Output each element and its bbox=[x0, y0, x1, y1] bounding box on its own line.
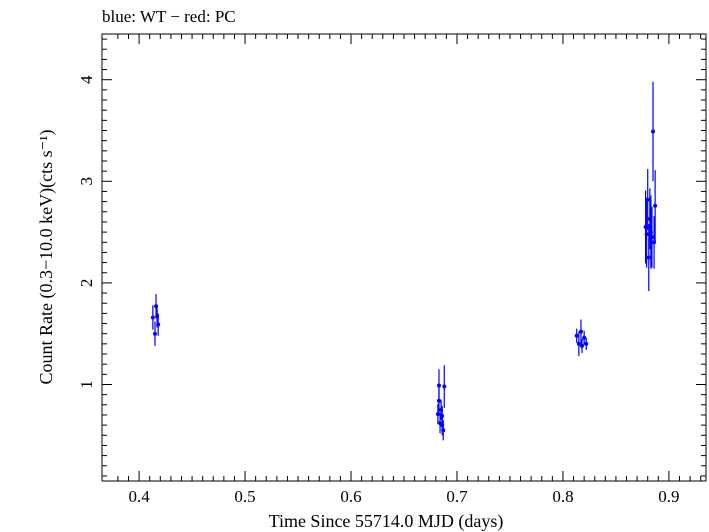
data-point bbox=[440, 413, 445, 418]
data-point bbox=[646, 255, 651, 260]
x-tick-label: 0.8 bbox=[552, 487, 573, 506]
x-tick-labels: 0.4 0.5 0.6 0.7 0.8 0.9 bbox=[128, 487, 679, 506]
data-point bbox=[584, 341, 589, 346]
y-tick-label: 4 bbox=[77, 75, 96, 84]
data-point bbox=[150, 315, 155, 320]
plot-frame bbox=[101, 33, 707, 482]
data-point bbox=[436, 398, 441, 403]
data-point bbox=[652, 240, 657, 245]
axis-ticks bbox=[102, 34, 706, 481]
data-point bbox=[436, 383, 441, 388]
data-point bbox=[441, 428, 446, 433]
y-tick-labels: 1 2 3 4 bbox=[77, 75, 96, 389]
y-tick-label: 2 bbox=[77, 279, 96, 288]
y-tick-label: 1 bbox=[77, 380, 96, 389]
x-tick-label: 0.7 bbox=[446, 487, 468, 506]
data-point bbox=[574, 333, 579, 338]
x-axis-label: Time Since 55714.0 MJD (days) bbox=[269, 511, 504, 532]
data-point bbox=[156, 322, 161, 327]
y-tick-label: 3 bbox=[77, 177, 96, 186]
x-tick-label: 0.9 bbox=[658, 487, 679, 506]
data-point bbox=[649, 235, 654, 240]
chart-title: blue: WT − red: PC bbox=[102, 7, 236, 26]
data-points bbox=[150, 81, 658, 441]
data-point bbox=[578, 329, 583, 334]
y-axis-label: Count Rate (0.3−10.0 keV)(cts s⁻¹) bbox=[36, 129, 57, 384]
data-point bbox=[653, 203, 658, 208]
data-point bbox=[582, 335, 587, 340]
x-tick-label: 0.4 bbox=[128, 487, 150, 506]
data-point bbox=[645, 197, 650, 202]
data-point bbox=[644, 232, 649, 237]
data-point bbox=[152, 331, 157, 336]
data-point bbox=[576, 341, 581, 346]
data-point bbox=[651, 129, 656, 134]
x-tick-label: 0.5 bbox=[234, 487, 255, 506]
data-point bbox=[580, 343, 585, 348]
data-point bbox=[442, 384, 447, 389]
x-tick-label: 0.6 bbox=[340, 487, 361, 506]
